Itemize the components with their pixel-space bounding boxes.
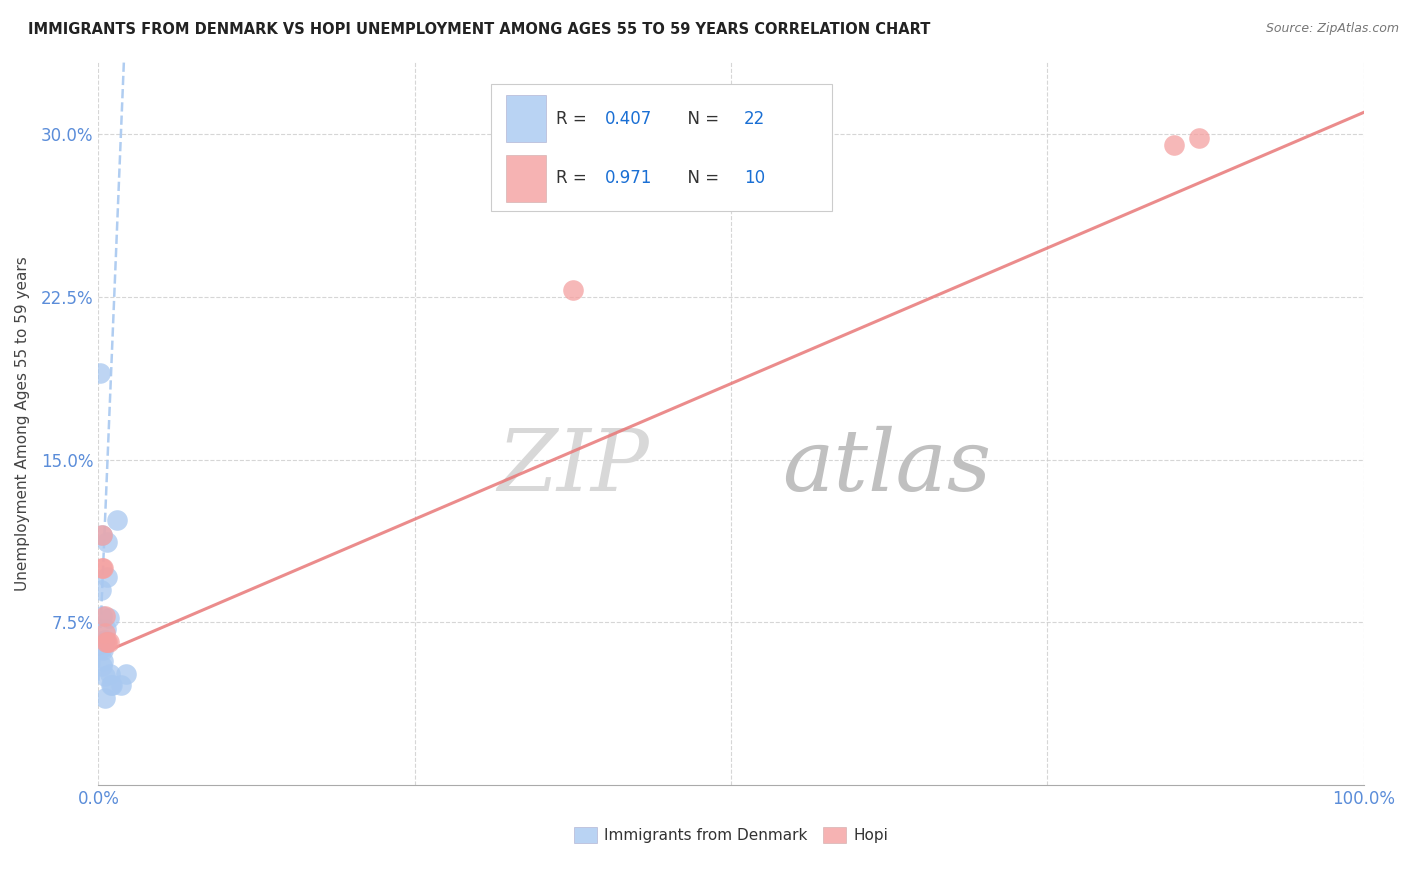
- Point: [107, 513, 129, 527]
- Point: [93, 608, 117, 623]
- Point: [93, 654, 115, 668]
- Point: [94, 634, 117, 648]
- Point: [1188, 131, 1211, 145]
- Point: [91, 561, 114, 575]
- Text: ZIP: ZIP: [496, 425, 648, 508]
- Point: [91, 528, 114, 542]
- Point: [1163, 137, 1185, 152]
- Point: [110, 678, 132, 692]
- Point: [96, 634, 118, 648]
- Text: R =: R =: [557, 169, 598, 187]
- Point: [93, 643, 115, 657]
- Bar: [506, 154, 547, 202]
- Point: [115, 667, 138, 681]
- Point: [93, 632, 117, 647]
- Point: [90, 637, 112, 651]
- Point: [97, 634, 120, 648]
- Point: [93, 691, 117, 706]
- Point: [91, 608, 114, 623]
- Text: atlas: atlas: [782, 425, 991, 508]
- Text: 0.407: 0.407: [605, 110, 652, 128]
- Point: [100, 678, 122, 692]
- Point: [91, 658, 114, 673]
- Point: [561, 283, 585, 297]
- Bar: [506, 95, 547, 143]
- Point: [93, 626, 117, 640]
- Text: R =: R =: [557, 110, 592, 128]
- Text: Source: ZipAtlas.com: Source: ZipAtlas.com: [1265, 22, 1399, 36]
- Text: N =: N =: [676, 110, 724, 128]
- Point: [94, 622, 117, 636]
- Text: 10: 10: [744, 169, 765, 187]
- Text: 22: 22: [744, 110, 765, 128]
- Text: 0.971: 0.971: [605, 169, 652, 187]
- Text: IMMIGRANTS FROM DENMARK VS HOPI UNEMPLOYMENT AMONG AGES 55 TO 59 YEARS CORRELATI: IMMIGRANTS FROM DENMARK VS HOPI UNEMPLOY…: [28, 22, 931, 37]
- Point: [89, 366, 111, 380]
- Point: [91, 528, 114, 542]
- Point: [93, 669, 117, 683]
- Point: [91, 641, 114, 656]
- Legend: Immigrants from Denmark, Hopi: Immigrants from Denmark, Hopi: [568, 822, 894, 849]
- Point: [101, 678, 124, 692]
- Text: N =: N =: [676, 169, 724, 187]
- Point: [98, 667, 121, 681]
- Y-axis label: Unemployment Among Ages 55 to 59 years: Unemployment Among Ages 55 to 59 years: [15, 256, 30, 591]
- Point: [97, 611, 120, 625]
- Point: [93, 561, 115, 575]
- Point: [90, 582, 112, 597]
- FancyBboxPatch shape: [491, 84, 832, 211]
- Point: [96, 569, 118, 583]
- Point: [96, 535, 118, 549]
